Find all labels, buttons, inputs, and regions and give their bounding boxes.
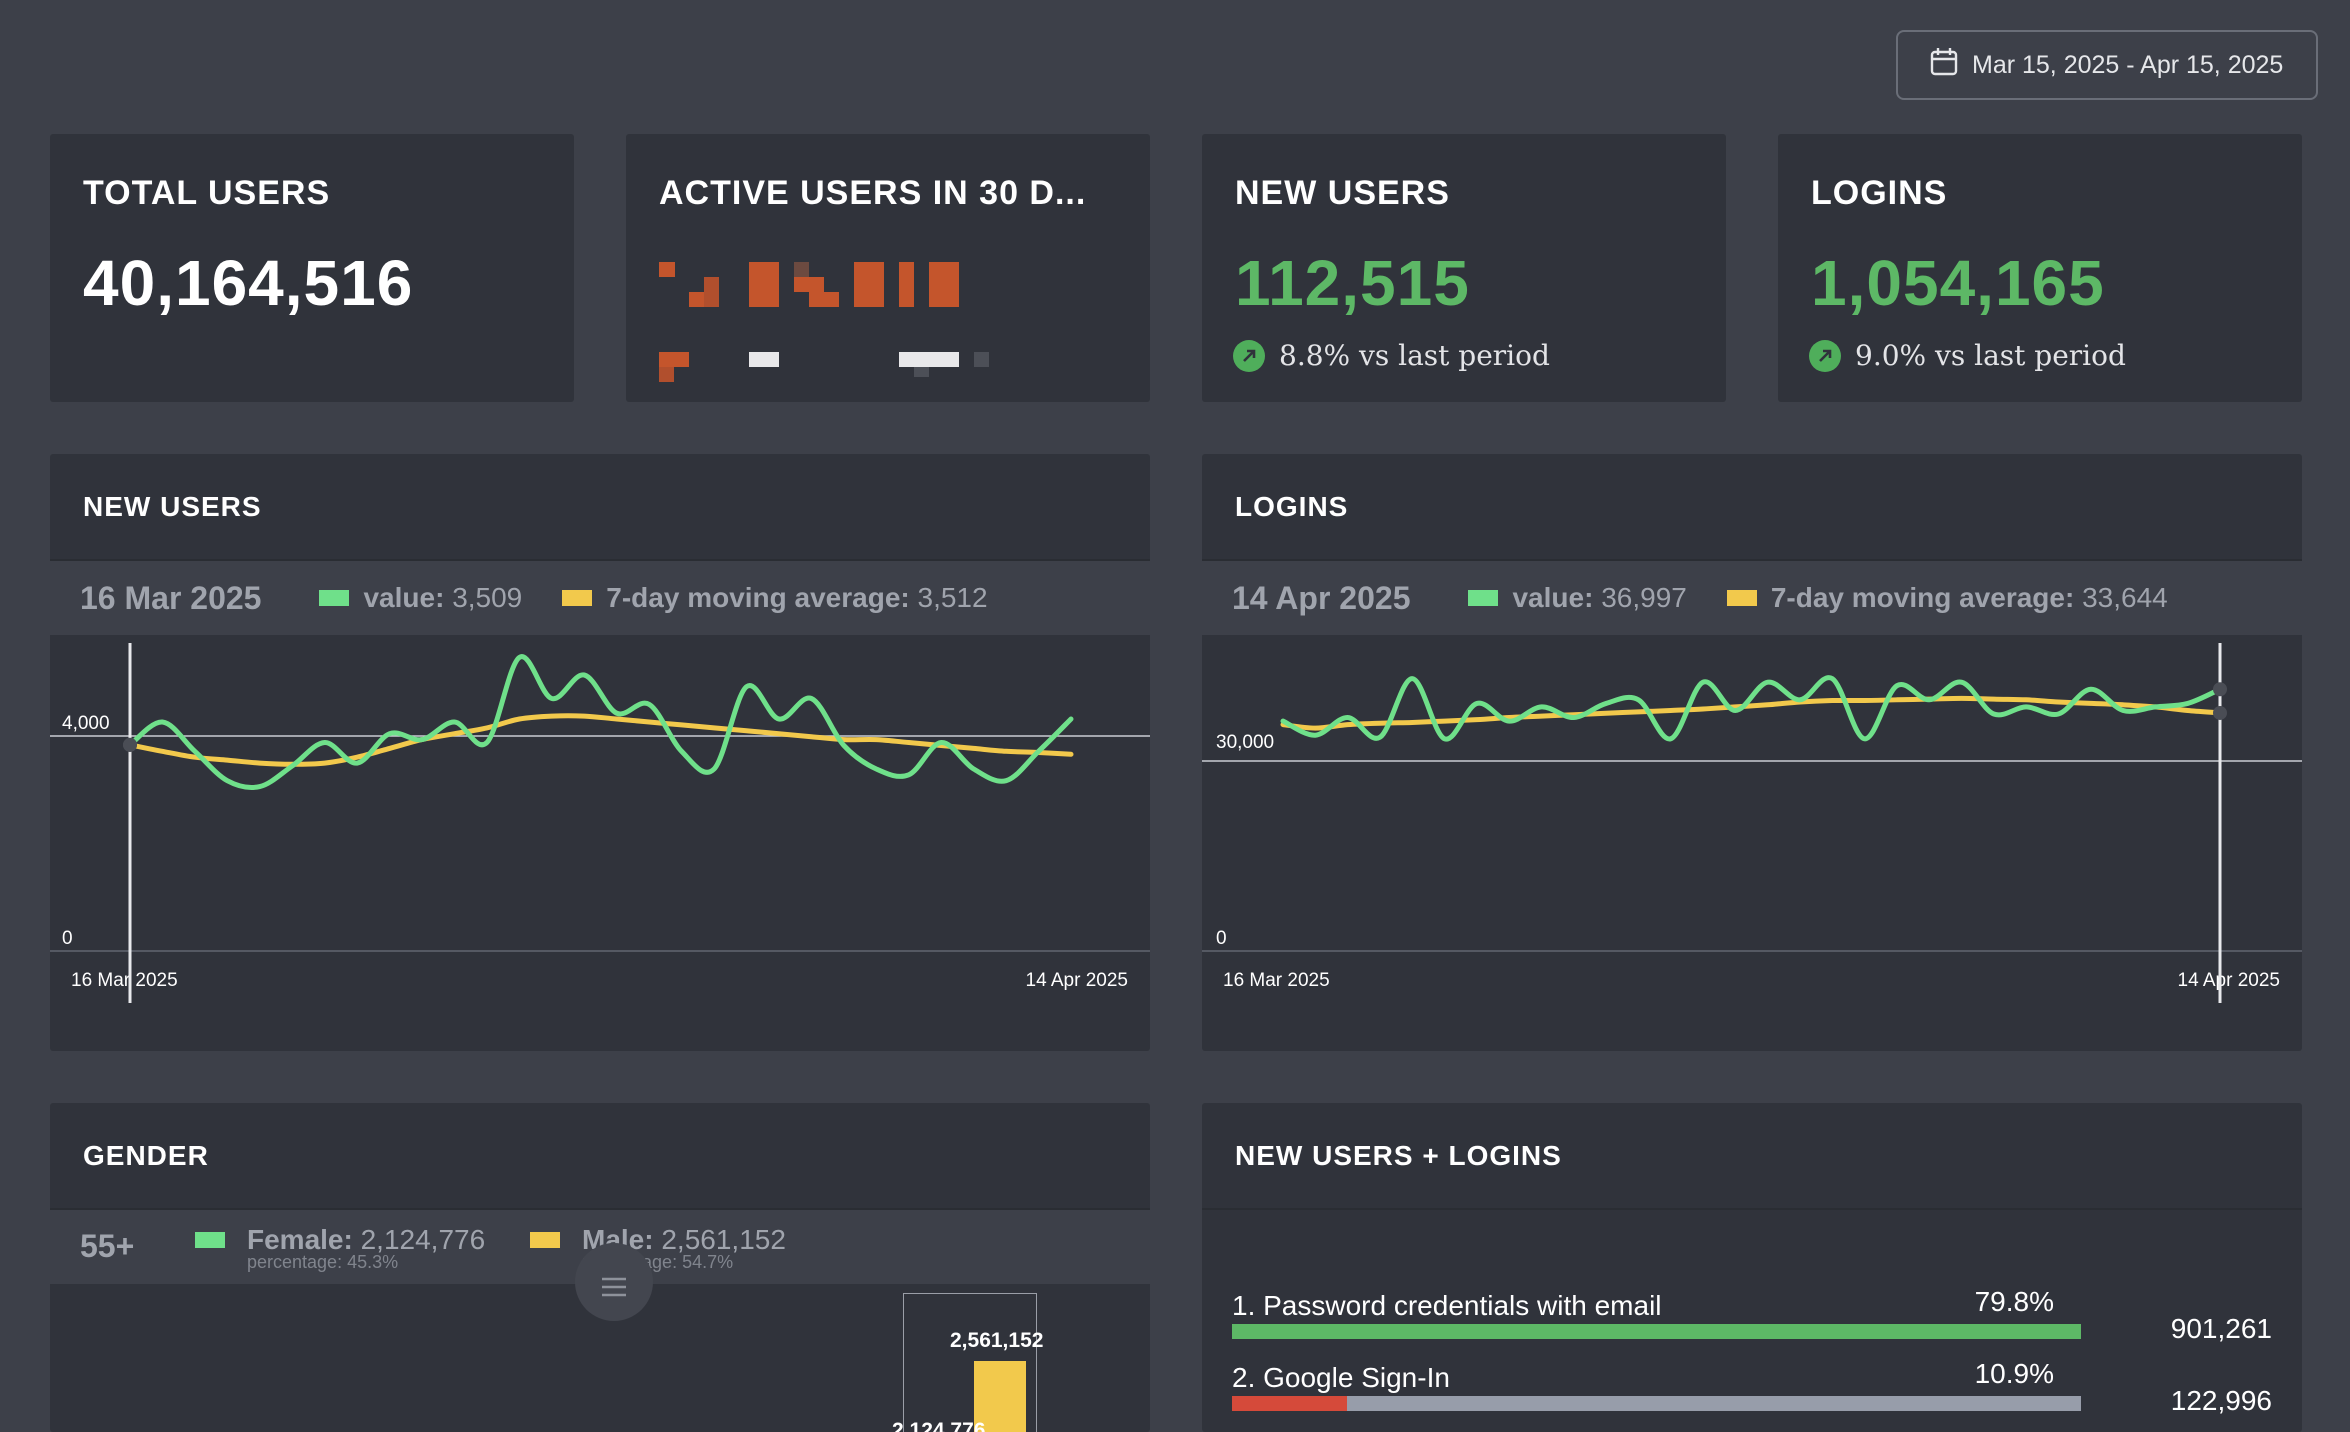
crosshair-point xyxy=(2213,682,2227,697)
legend-swatch-male xyxy=(530,1232,560,1248)
series-line-value xyxy=(127,654,1074,791)
trend-up-icon xyxy=(1233,339,1265,372)
chart-menu-button[interactable] xyxy=(575,1243,653,1321)
bar-label-female: 2,124,776 xyxy=(892,1419,986,1432)
series-line-7-day-moving-average xyxy=(127,713,1074,767)
kpi-title: TOTAL USERS xyxy=(83,174,331,212)
legend-key: value: xyxy=(363,582,445,613)
legend-swatch-female xyxy=(195,1232,225,1248)
method-label: 2. Google Sign-In xyxy=(1232,1362,1450,1393)
legend-key: value: xyxy=(1512,582,1594,613)
x-tick-end: 14 Apr 2025 xyxy=(1026,970,1128,991)
legend-swatch-value xyxy=(319,590,350,606)
menu-icon xyxy=(602,1277,626,1297)
chart-tooltip-legend: 14 Apr 2025 value: 36,997 7-day moving a… xyxy=(1202,561,2302,635)
series-line-value xyxy=(1280,675,2223,742)
legend-average-number: 33,644 xyxy=(2082,582,2168,613)
date-range-label: Mar 15, 2025 - Apr 15, 2025 xyxy=(1972,50,2284,79)
method-percentage: 79.8% xyxy=(1974,1286,2054,1317)
x-tick-start: 16 Mar 2025 xyxy=(71,970,178,991)
kpi-logins: LOGINS 1,054,165 9.0% vs last period xyxy=(1778,134,2302,402)
bar-label-male: 2,561,152 xyxy=(950,1329,1044,1352)
age-group: 55+ xyxy=(80,1228,135,1264)
chart-title: LOGINS xyxy=(1235,491,1349,522)
female-percentage: percentage: 45.3% xyxy=(247,1252,399,1272)
legend-value[interactable]: value: 3,509 xyxy=(319,582,522,614)
trend-up-icon xyxy=(1809,339,1841,372)
kpi-delta-text: 8.8% vs last period xyxy=(1279,339,1550,372)
x-tick-end: 14 Apr 2025 xyxy=(2178,970,2280,991)
methods-header: NEW USERS + LOGINS xyxy=(1202,1103,2302,1210)
kpi-value: 112,515 xyxy=(1235,247,1470,319)
kpi-delta: 9.0% vs last period xyxy=(1809,339,2126,372)
tooltip-date: 14 Apr 2025 xyxy=(1232,579,1411,616)
y-tick-zero: 0 xyxy=(62,928,73,949)
legend-swatch-average xyxy=(1726,590,1757,606)
kpi-delta: 8.8% vs last period xyxy=(1233,339,1550,372)
chart-header: NEW USERS xyxy=(50,454,1150,561)
calendar-icon xyxy=(1930,47,1958,84)
crosshair-point xyxy=(123,737,137,752)
female-value: 2,124,776 xyxy=(360,1224,486,1255)
legend-average-number: 3,512 xyxy=(917,582,988,613)
kpi-title: NEW USERS xyxy=(1235,174,1450,212)
logins-chart-card: LOGINS 14 Apr 2025 value: 36,997 7-day m… xyxy=(1202,454,2302,1051)
chart-title: NEW USERS xyxy=(83,491,262,522)
legend-female[interactable]: Female: 2,124,776 percentage: 45.3% xyxy=(195,1224,485,1273)
legend-value-number: 3,509 xyxy=(452,582,523,613)
kpi-new-users: NEW USERS 112,515 8.8% vs last period xyxy=(1202,134,1726,402)
method-percentage: 10.9% xyxy=(1974,1358,2054,1389)
logins-line-chart[interactable]: 30,000 0 16 Mar 2025 14 Apr 2025 xyxy=(1202,635,2302,1051)
legend-moving-average[interactable]: 7-day moving average: 33,644 xyxy=(1726,582,2168,614)
legend-key: Female: xyxy=(247,1224,353,1255)
kpi-total-users: TOTAL USERS 40,164,516 xyxy=(50,134,574,402)
sign-in-methods-card: NEW USERS + LOGINS 1. Password credentia… xyxy=(1202,1103,2302,1432)
male-value: 2,561,152 xyxy=(661,1224,786,1255)
kpi-delta-text: 9.0% vs last period xyxy=(1855,339,2126,372)
date-range-picker[interactable]: Mar 15, 2025 - Apr 15, 2025 xyxy=(1896,30,2318,100)
method-count: 901,261 xyxy=(2170,1313,2272,1344)
method-label: 1. Password credentials with email xyxy=(1232,1290,1662,1321)
gender-card: GENDER 55+ Female: 2,124,776 percentage:… xyxy=(50,1103,1150,1432)
kpi-value: 1,054,165 xyxy=(1811,247,2105,319)
y-tick-top: 30,000 xyxy=(1216,732,1274,753)
redacted-value xyxy=(659,262,989,392)
legend-key: 7-day moving average: xyxy=(1770,582,2075,613)
legend-key: 7-day moving average: xyxy=(606,582,910,613)
new-users-chart-card: NEW USERS 16 Mar 2025 value: 3,509 7-day… xyxy=(50,454,1150,1051)
method-bar-fill xyxy=(1232,1324,2081,1339)
method-count: 122,996 xyxy=(2170,1385,2272,1416)
legend-swatch-value xyxy=(1468,590,1499,606)
legend-male[interactable]: Male: 2,561,152 percentage: 54.7% xyxy=(530,1224,786,1273)
legend-value[interactable]: value: 36,997 xyxy=(1468,582,1687,614)
y-tick-zero: 0 xyxy=(1216,928,1227,949)
method-bar xyxy=(1232,1324,2081,1339)
crosshair-point xyxy=(2213,705,2227,720)
chart-tooltip-legend: 16 Mar 2025 value: 3,509 7-day moving av… xyxy=(50,561,1150,635)
bar-highlight-box xyxy=(903,1293,1037,1432)
kpi-title: ACTIVE USERS IN 30 D... xyxy=(659,174,1087,212)
chart-header: LOGINS xyxy=(1202,454,2302,561)
gender-title: GENDER xyxy=(83,1140,209,1171)
kpi-active-users: ACTIVE USERS IN 30 D... xyxy=(626,134,1150,402)
method-bar xyxy=(1232,1396,2081,1411)
series-line-7-day-moving-average xyxy=(1280,695,2223,731)
tooltip-date: 16 Mar 2025 xyxy=(80,579,262,616)
legend-value-number: 36,997 xyxy=(1601,582,1687,613)
legend-moving-average[interactable]: 7-day moving average: 3,512 xyxy=(562,582,988,614)
kpi-title: LOGINS xyxy=(1811,174,1948,212)
kpi-value: 40,164,516 xyxy=(83,247,414,319)
methods-title: NEW USERS + LOGINS xyxy=(1235,1140,1562,1171)
legend-swatch-average xyxy=(562,590,593,606)
y-tick-top: 4,000 xyxy=(62,713,110,734)
bar-male[interactable] xyxy=(974,1361,1026,1432)
new-users-line-chart[interactable]: 4,000 0 16 Mar 2025 14 Apr 2025 xyxy=(50,635,1150,1051)
gender-header: GENDER xyxy=(50,1103,1150,1210)
x-tick-start: 16 Mar 2025 xyxy=(1223,970,1330,991)
method-bar-fill xyxy=(1232,1396,1348,1411)
